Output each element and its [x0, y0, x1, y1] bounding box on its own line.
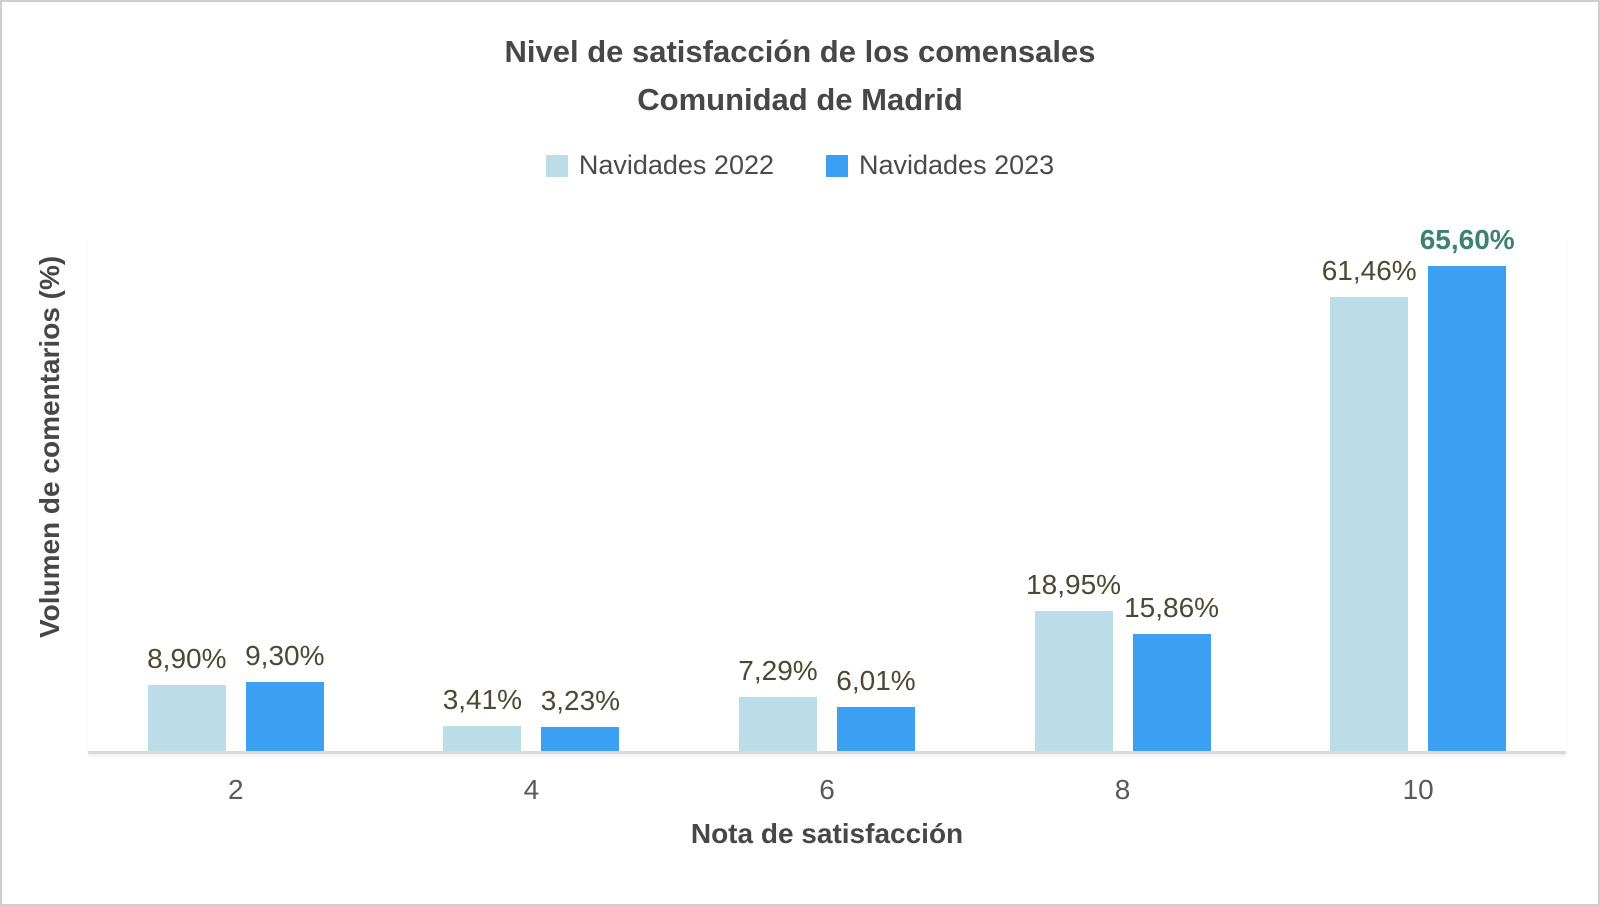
x-tick-4: 4: [523, 774, 540, 805]
chart-title-line-1: Nivel de satisfacción de los comensales: [504, 34, 1096, 69]
bar-navidades-2022-nota-6: [739, 697, 817, 751]
bar-navidades-2023-nota-8: [1132, 634, 1211, 751]
bar-navidades-2023-nota-2: [245, 682, 324, 751]
x-tick-10: 10: [1402, 774, 1434, 805]
bar-navidades-2023-nota-4: [541, 727, 620, 751]
legend-item-navidades-2022: Navidades 2022: [545, 150, 774, 181]
data-label-navidades-2022-nota-2: 8,90%: [147, 643, 227, 674]
bar-navidades-2022-nota-2: [147, 685, 226, 751]
legend-item-navidades-2023: Navidades 2023: [826, 150, 1054, 181]
bar-navidades-2022-nota-10: [1330, 297, 1409, 751]
legend-label-navidades-2023: Navidades 2023: [859, 150, 1055, 180]
x-tick-2: 2: [228, 774, 244, 805]
data-label-navidades-2022-nota-4: 3,41%: [442, 684, 523, 715]
data-label-navidades-2023-nota-4: 3,23%: [540, 685, 621, 716]
bar-navidades-2022-nota-8: [1034, 611, 1113, 751]
data-label-navidades-2023-nota-8: 15,86%: [1124, 592, 1220, 623]
bar-navidades-2022-nota-4: [443, 726, 522, 751]
x-axis-title: Nota de satisfacción: [690, 818, 964, 849]
data-label-navidades-2023-nota-2: 9,30%: [245, 640, 325, 671]
x-tick-6: 6: [819, 774, 835, 805]
data-label-navidades-2022-nota-10: 61,46%: [1321, 255, 1417, 286]
y-axis-title: Volumen de comentarios (%): [34, 255, 65, 639]
chart-title: Nivel de satisfacción de los comensales …: [2, 28, 1598, 124]
x-tick-8: 8: [1114, 774, 1131, 805]
legend-label-navidades-2022: Navidades 2022: [578, 150, 774, 180]
x-axis-tick-labels: 2 4 6 8 10: [88, 774, 1566, 806]
legend-swatch-navidades-2022: [545, 154, 568, 177]
legend-swatch-navidades-2023: [826, 154, 848, 177]
plot-area: 8,90% 9,30% 3,41% 3,23% 7,29% 6,01% 18,95% 15,8…: [88, 224, 1566, 754]
legend: Navidades 2022 Navidades 2023: [2, 150, 1598, 181]
bar-navidades-2023-nota-10: [1428, 266, 1507, 751]
data-label-navidades-2022-nota-6: 7,29%: [738, 655, 818, 686]
bar-navidades-2023-nota-6: [837, 707, 915, 751]
data-label-navidades-2022-nota-8: 18,95%: [1026, 569, 1122, 600]
chart-title-line-2: Comunidad de Madrid: [637, 82, 963, 117]
data-label-navidades-2023-nota-10: 65,60%: [1419, 224, 1515, 255]
data-label-navidades-2023-nota-6: 6,01%: [836, 665, 916, 696]
